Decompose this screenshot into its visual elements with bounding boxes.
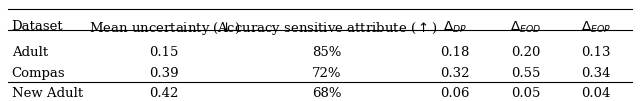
Text: $\Delta_{DP}$: $\Delta_{DP}$ — [443, 20, 467, 35]
Text: 0.13: 0.13 — [581, 46, 611, 59]
Text: 0.06: 0.06 — [440, 87, 469, 99]
Text: $\Delta_{EOP}$: $\Delta_{EOP}$ — [581, 20, 611, 35]
Text: 0.04: 0.04 — [582, 87, 611, 99]
Text: 0.20: 0.20 — [511, 46, 540, 59]
Text: 0.34: 0.34 — [581, 67, 611, 80]
Text: 0.39: 0.39 — [149, 67, 179, 80]
Text: 0.05: 0.05 — [511, 87, 540, 99]
Text: Accuracy sensitive attribute ($\uparrow$): Accuracy sensitive attribute ($\uparrow$… — [217, 20, 438, 37]
Text: 0.32: 0.32 — [440, 67, 469, 80]
Text: 72%: 72% — [312, 67, 342, 80]
Text: 0.15: 0.15 — [150, 46, 179, 59]
Text: 0.42: 0.42 — [150, 87, 179, 99]
Text: Adult: Adult — [12, 46, 48, 59]
Text: Compas: Compas — [12, 67, 65, 80]
Text: 0.18: 0.18 — [440, 46, 469, 59]
Text: 0.55: 0.55 — [511, 67, 540, 80]
Text: Dataset: Dataset — [12, 20, 63, 33]
Text: New Adult: New Adult — [12, 87, 83, 99]
Text: 68%: 68% — [312, 87, 342, 99]
Text: $\Delta_{EOD}$: $\Delta_{EOD}$ — [510, 20, 541, 35]
Text: Mean uncertainty ($\downarrow$): Mean uncertainty ($\downarrow$) — [88, 20, 240, 37]
Text: 85%: 85% — [312, 46, 342, 59]
